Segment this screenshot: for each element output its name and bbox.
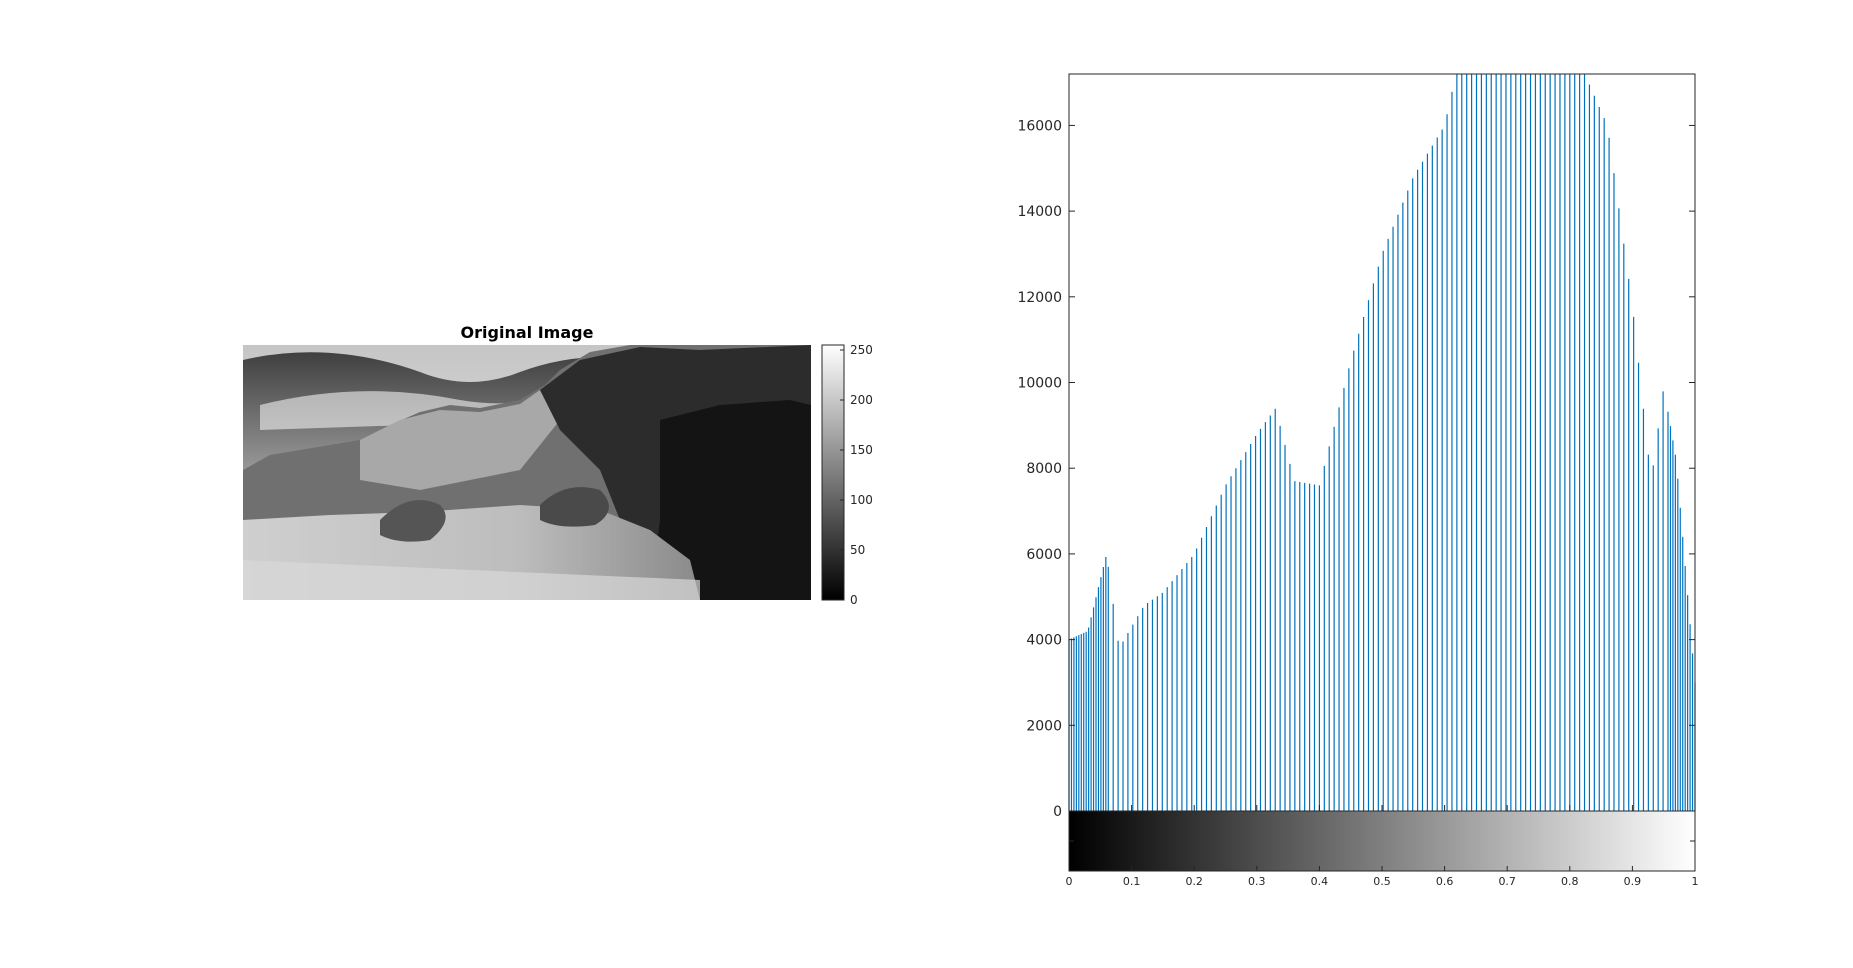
y-tick-label: 2000 [1026, 718, 1062, 734]
grayscale-photo [243, 345, 811, 600]
image-colorbar-ticks: 0 50 100 150 200 250 [840, 343, 873, 607]
x-tick-label: 0.7 [1498, 875, 1516, 888]
histogram-plot-area [1069, 74, 1695, 811]
colorbar-tick-label: 150 [850, 443, 873, 457]
y-tick-label: 14000 [1017, 204, 1062, 220]
histogram-y-ticks: 0 2000 4000 6000 8000 10000 12000 14000 16000 [1017, 118, 1695, 820]
x-tick-label: 0.2 [1185, 875, 1203, 888]
x-tick-label: 0.1 [1123, 875, 1141, 888]
y-tick-label: 0 [1053, 804, 1062, 820]
x-tick-label: 0.5 [1373, 875, 1391, 888]
y-tick-label: 8000 [1026, 461, 1062, 477]
original-image-axes: Original Image 0 50 100 150 200 250 [243, 323, 873, 607]
x-tick-label: 0 [1066, 875, 1073, 888]
x-tick-label: 0.9 [1624, 875, 1642, 888]
colorbar-tick-label: 250 [850, 343, 873, 357]
y-tick-label: 4000 [1026, 633, 1062, 649]
y-tick-label: 12000 [1017, 290, 1062, 306]
x-tick-label: 0.3 [1248, 875, 1266, 888]
image-title: Original Image [461, 323, 594, 342]
x-tick-label: 0.8 [1561, 875, 1579, 888]
image-colorbar: 0 50 100 150 200 250 [821, 343, 873, 607]
histogram-colorbar: 0 0.1 0.2 0.3 0.4 0.5 0.6 0.7 0.8 0.9 1 [1066, 805, 1699, 888]
y-tick-label: 10000 [1017, 376, 1062, 392]
x-tick-label: 0.6 [1436, 875, 1454, 888]
x-tick-label: 1 [1692, 875, 1699, 888]
x-tick-label: 0.4 [1311, 875, 1329, 888]
colorbar-tick-label: 0 [850, 593, 858, 607]
colorbar-tick-label: 100 [850, 493, 873, 507]
y-tick-label: 6000 [1026, 547, 1062, 563]
histogram-bars [1068, 74, 1696, 811]
y-tick-label: 16000 [1017, 118, 1062, 134]
histogram-x-ticks: 0 0.1 0.2 0.3 0.4 0.5 0.6 0.7 0.8 0.9 1 [1066, 805, 1699, 888]
colorbar-tick-label: 50 [850, 543, 865, 557]
colorbar-tick-label: 200 [850, 393, 873, 407]
